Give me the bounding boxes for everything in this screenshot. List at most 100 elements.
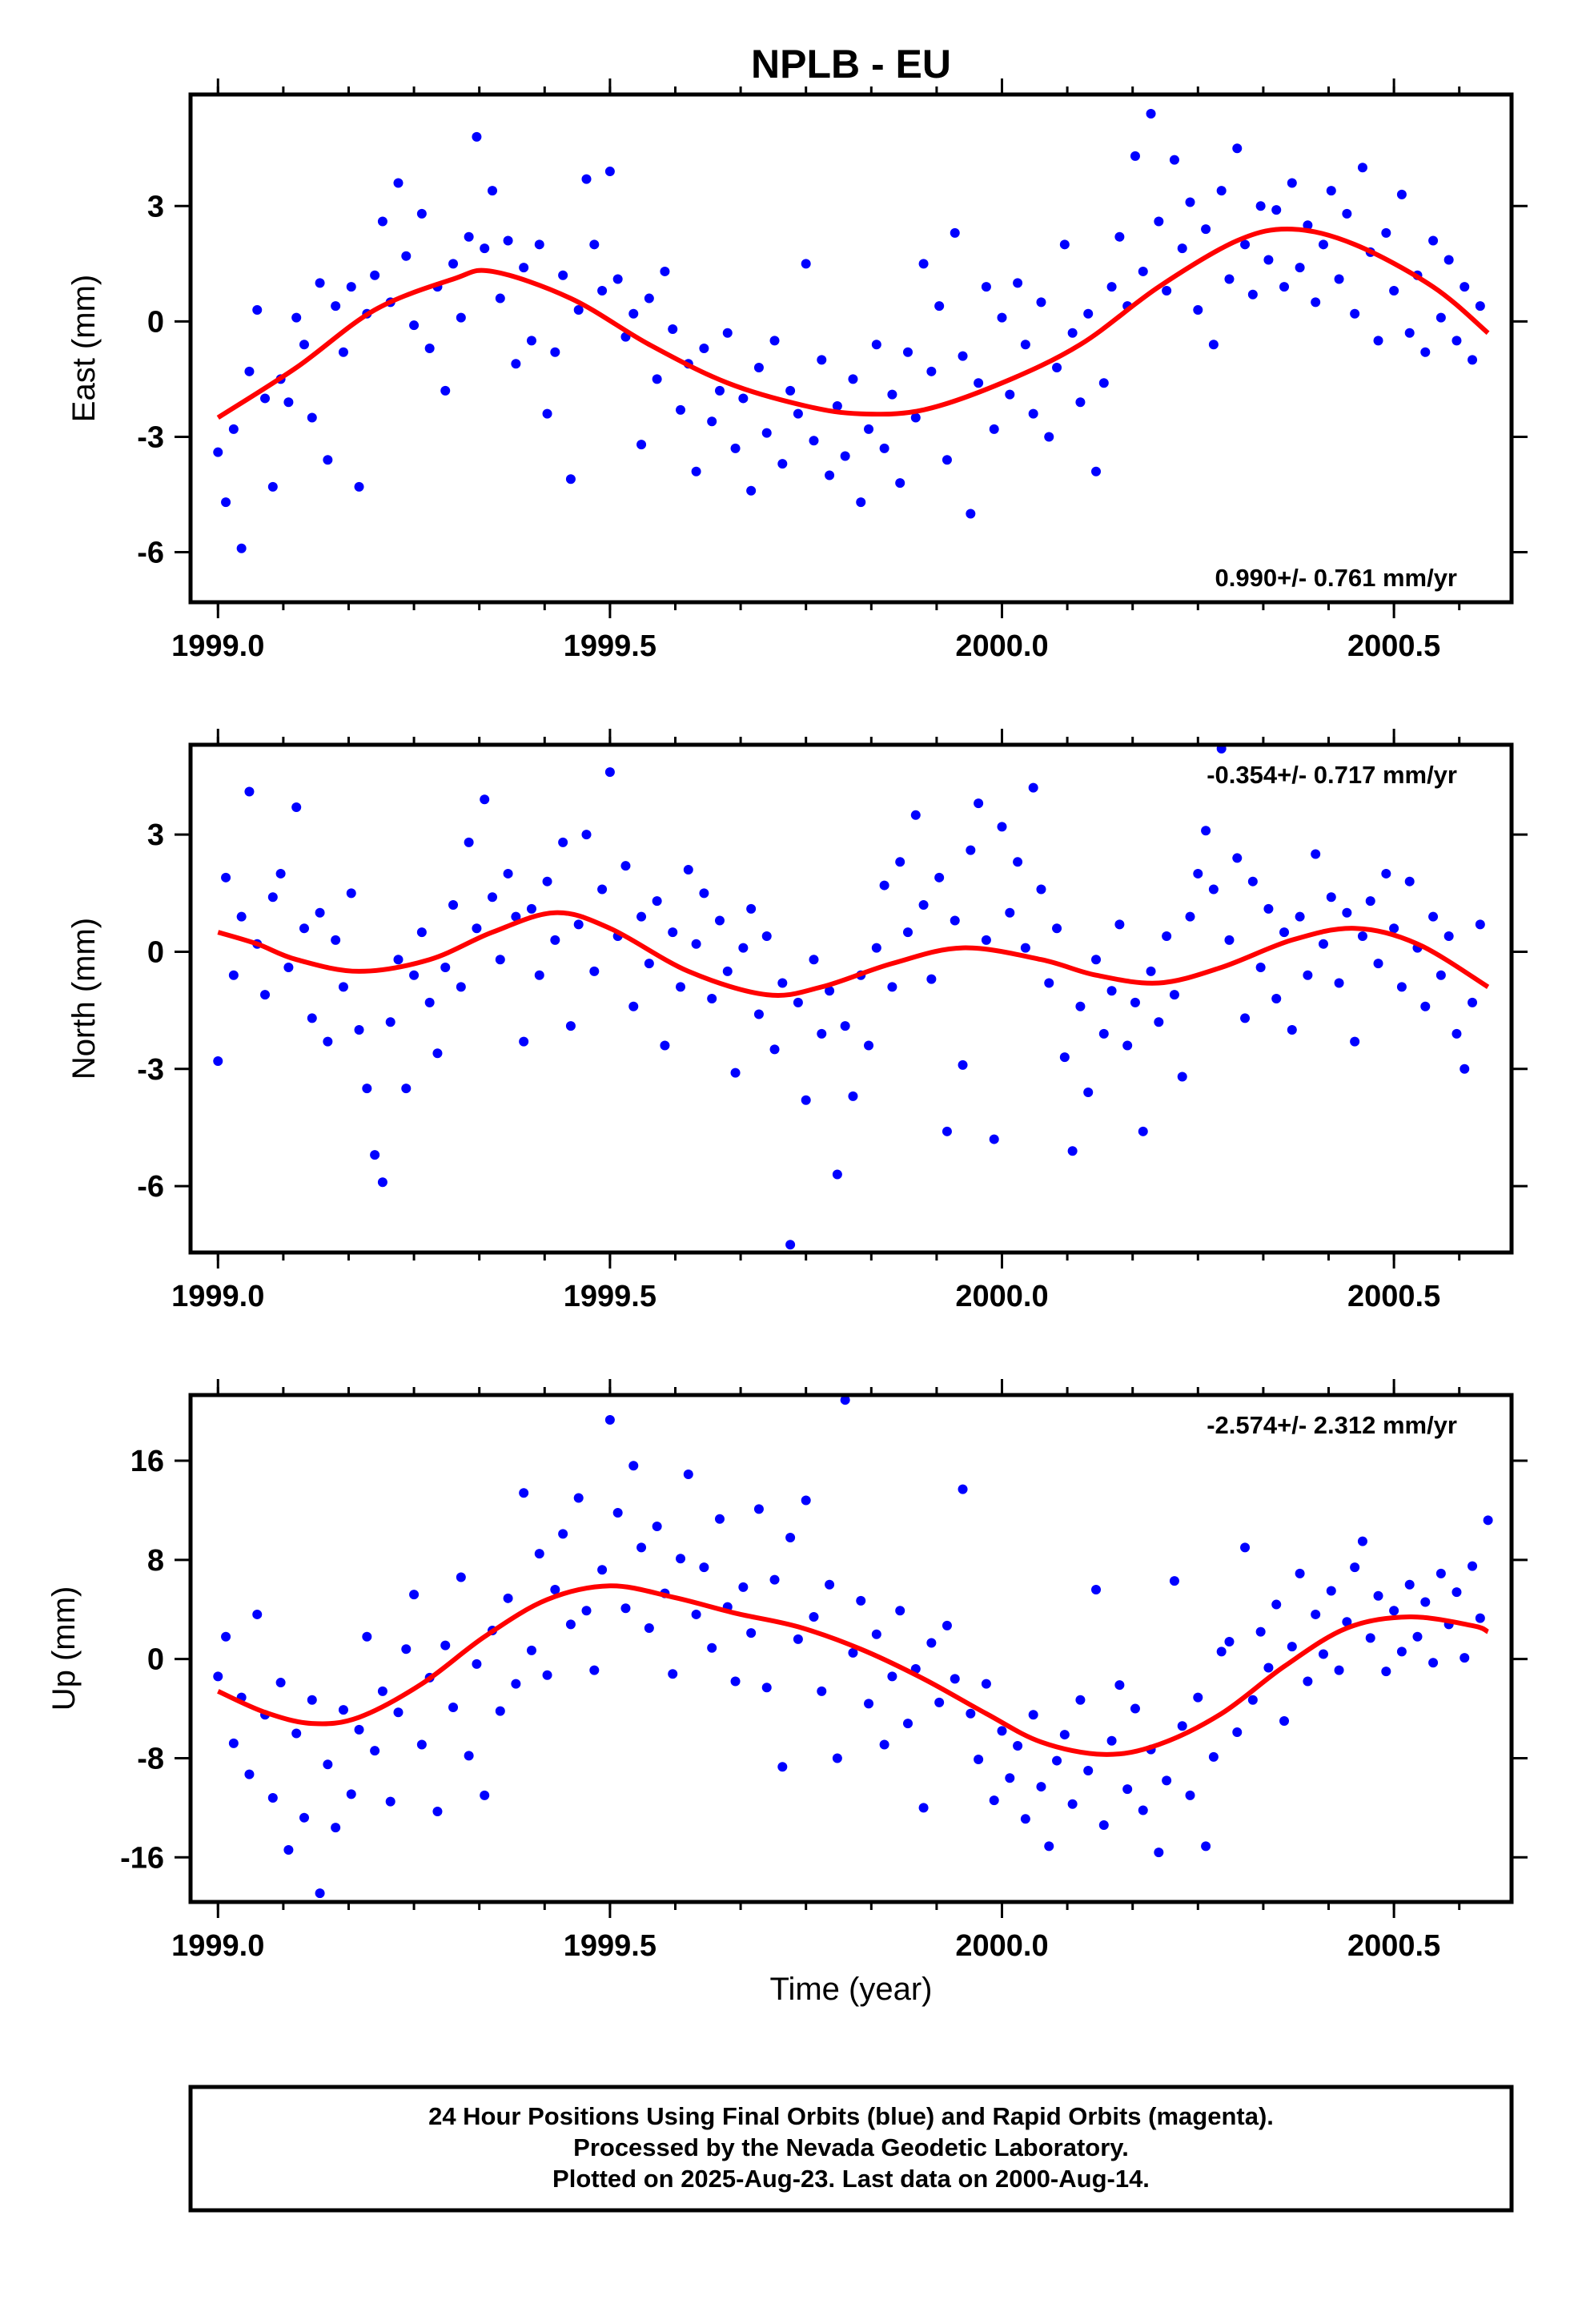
data-point — [902, 347, 913, 357]
fit-curve — [217, 1583, 1489, 1757]
data-point — [730, 1068, 741, 1078]
x-tick-label: 1999.0 — [171, 1280, 264, 1313]
x-axis-label: Time (year) — [770, 1972, 933, 2007]
data-point — [722, 328, 733, 338]
data-point — [221, 1631, 231, 1642]
data-point — [1162, 1775, 1172, 1786]
data-point — [691, 939, 701, 949]
data-point — [1326, 892, 1336, 903]
data-point — [244, 786, 255, 797]
data-point — [1342, 208, 1352, 219]
data-point — [385, 1017, 396, 1027]
data-point — [950, 915, 960, 926]
data-point — [307, 1695, 317, 1705]
data-point — [1428, 911, 1439, 922]
data-point — [480, 243, 490, 254]
data-point — [488, 892, 498, 903]
data-point — [495, 1706, 505, 1716]
data-point — [370, 1150, 380, 1160]
data-point — [424, 344, 435, 353]
data-point — [213, 447, 223, 457]
footer-frame — [188, 2085, 1514, 2213]
data-point — [864, 424, 874, 434]
data-point — [1138, 1805, 1148, 1815]
data-point — [323, 1036, 333, 1047]
data-point — [315, 907, 325, 918]
data-point — [464, 231, 474, 242]
data-point — [597, 285, 608, 296]
data-point — [1020, 943, 1030, 953]
data-point — [738, 393, 749, 404]
data-point — [1098, 1820, 1109, 1831]
data-point — [1365, 896, 1375, 907]
data-point — [1106, 282, 1117, 292]
data-point — [1185, 911, 1195, 922]
data-point — [377, 1177, 387, 1188]
data-point — [918, 259, 929, 269]
footer-line-2: Processed by the Nevada Geodetic Laborat… — [573, 2133, 1129, 2161]
data-point — [942, 455, 952, 465]
fit-curve — [216, 226, 1490, 420]
data-point — [1091, 1584, 1102, 1594]
data-point — [315, 1888, 325, 1899]
panel-east: 1999.0 1999.5 2000.0 2000.5 -6 -3 0 3 East (mm) 0… — [66, 78, 1528, 663]
data-point — [558, 1529, 568, 1539]
data-point — [519, 1488, 529, 1498]
data-point — [1468, 355, 1478, 365]
data-point — [1232, 143, 1243, 154]
data-point — [1075, 397, 1086, 408]
data-point — [707, 416, 717, 427]
data-point — [464, 1751, 474, 1761]
data-point — [1404, 328, 1415, 338]
data-point — [714, 1514, 725, 1524]
data-point — [260, 393, 271, 404]
data-point — [1083, 1765, 1094, 1775]
data-point — [864, 1699, 874, 1709]
data-point — [393, 1707, 404, 1718]
data-point — [1114, 1680, 1125, 1691]
data-point — [1350, 308, 1360, 319]
data-point — [1295, 1568, 1305, 1578]
data-point — [1177, 243, 1187, 254]
data-point — [926, 974, 937, 984]
data-point — [1350, 1562, 1360, 1573]
data-point — [1114, 919, 1125, 930]
velocity-annotation: 0.990+/- 0.761 mm/yr — [1215, 564, 1457, 592]
data-point — [338, 347, 348, 357]
data-point — [989, 424, 999, 434]
data-point — [1295, 263, 1305, 273]
data-point — [910, 412, 921, 423]
data-point — [1005, 907, 1015, 918]
data-point — [1067, 328, 1078, 338]
x-tick-label: 2000.0 — [955, 1280, 1048, 1313]
data-point — [1334, 274, 1344, 284]
data-point — [1468, 1561, 1478, 1571]
data-point — [958, 1059, 968, 1070]
data-point — [1232, 853, 1243, 863]
data-point — [825, 986, 835, 996]
data-point — [769, 1574, 780, 1585]
data-point — [840, 451, 850, 461]
data-point — [503, 868, 513, 879]
data-point — [1303, 1676, 1313, 1687]
data-point — [809, 955, 819, 965]
data-point — [809, 1612, 819, 1622]
data-point — [966, 845, 976, 855]
data-point — [676, 1554, 686, 1564]
x-tick-label: 1999.5 — [564, 1929, 656, 1963]
data-point — [1279, 282, 1290, 292]
data-point — [848, 1091, 858, 1101]
data-point — [432, 1807, 443, 1817]
data-point — [409, 320, 420, 331]
x-tick-label: 2000.5 — [1347, 629, 1440, 663]
data-point — [1247, 876, 1258, 887]
data-point — [753, 1009, 764, 1019]
data-point — [573, 919, 584, 930]
data-point — [1075, 1001, 1086, 1011]
observation-points — [213, 743, 1485, 1250]
data-point — [691, 1609, 701, 1619]
data-point — [604, 767, 615, 778]
data-point — [511, 911, 521, 922]
data-point — [480, 794, 490, 805]
data-point — [902, 927, 913, 938]
